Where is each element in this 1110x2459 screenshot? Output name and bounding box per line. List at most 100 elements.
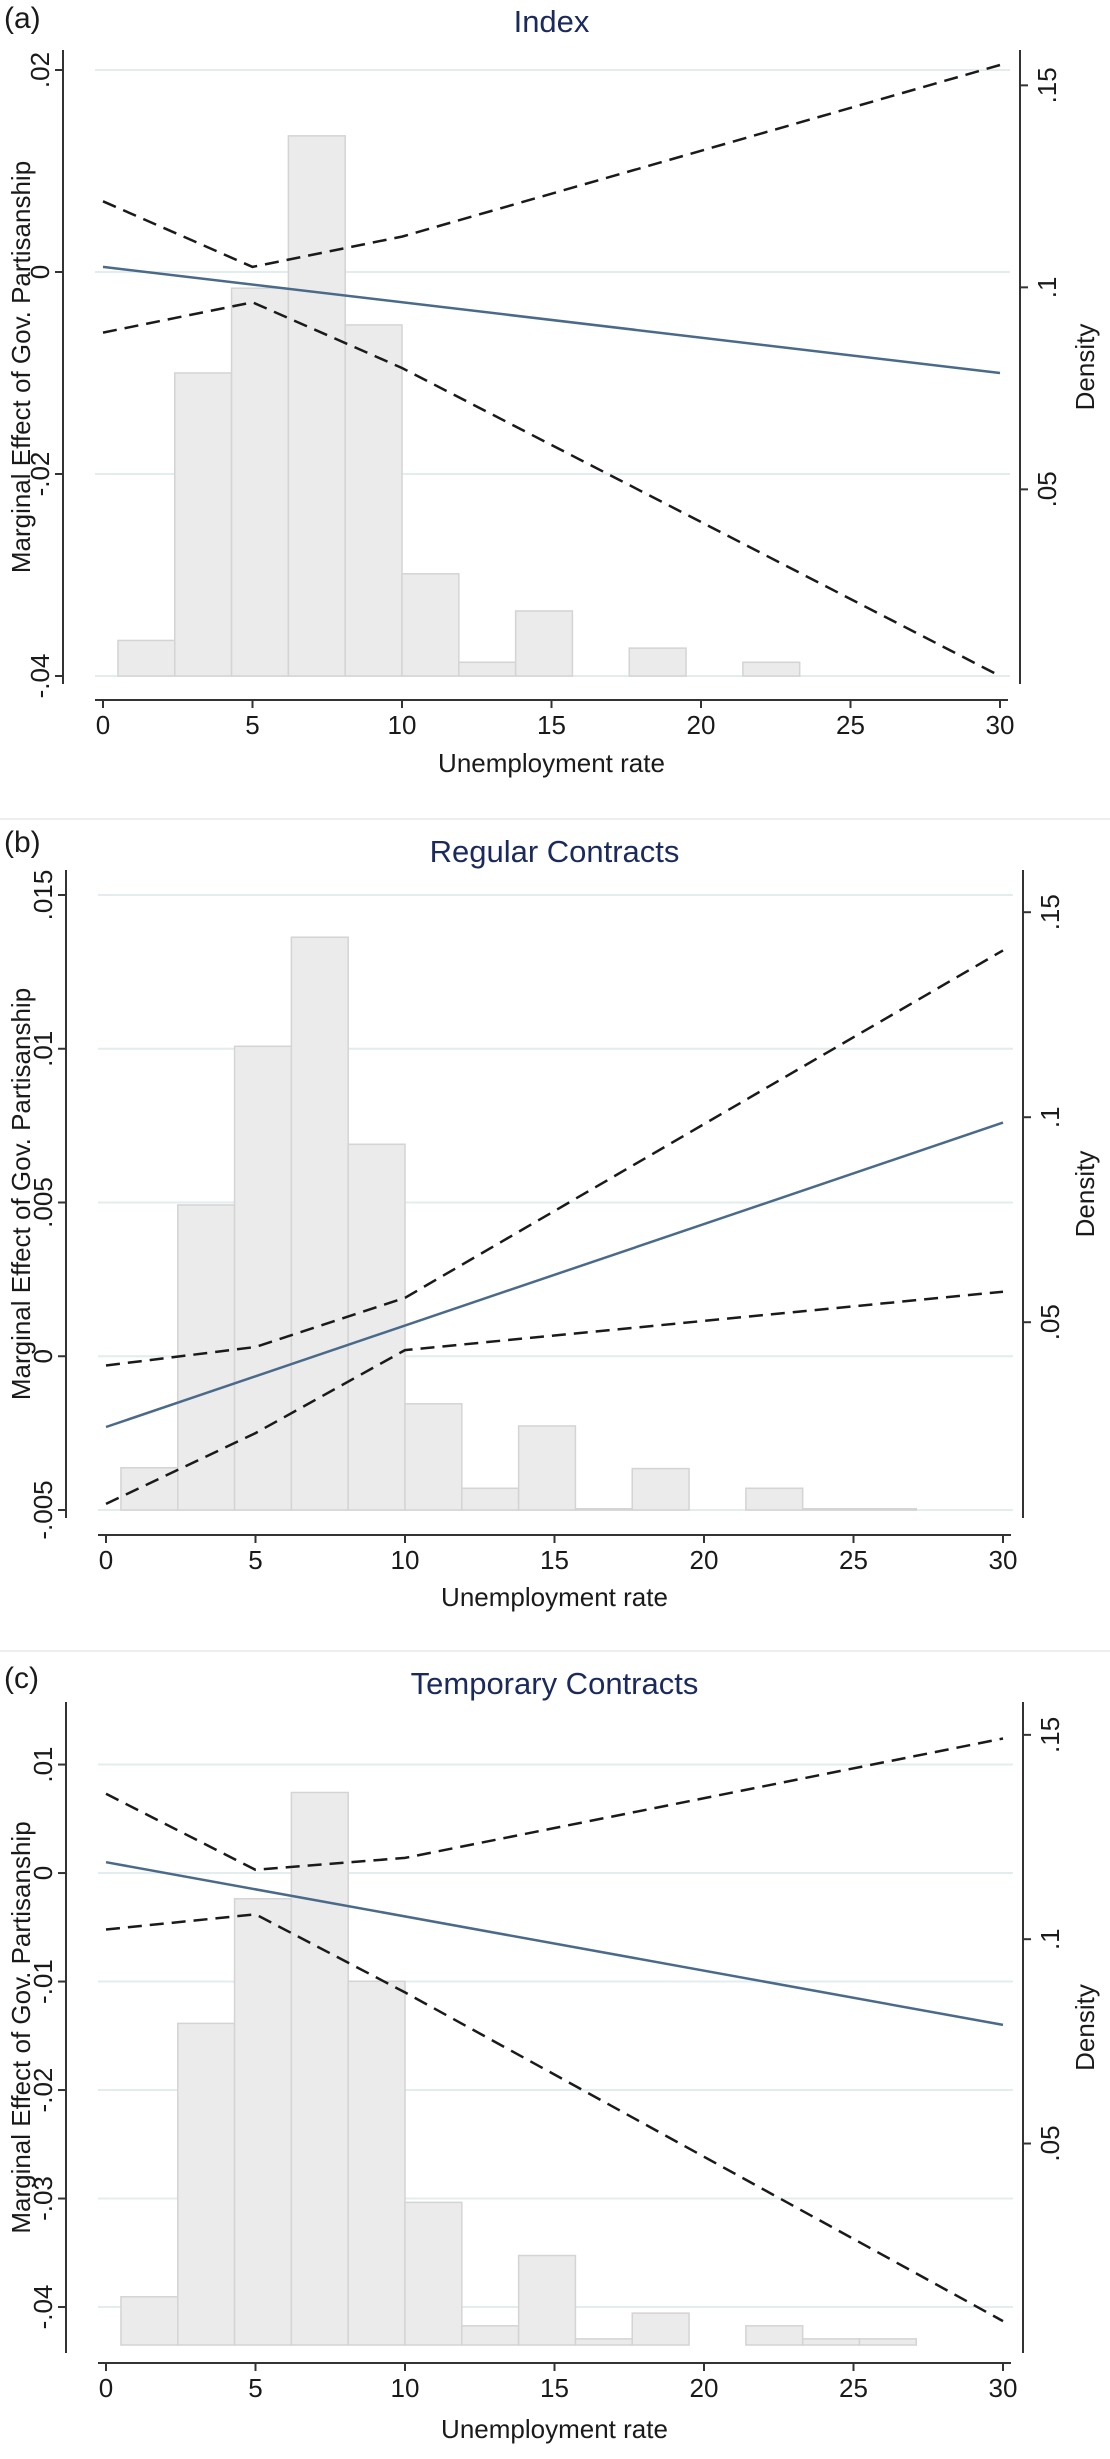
x-tick-label: 30: [986, 710, 1015, 740]
y2-tick-label: .1: [1035, 1928, 1065, 1950]
histogram-bar: [404, 2201, 463, 2346]
histogram-bar: [120, 2296, 179, 2346]
y-tick-label: -.01: [28, 1959, 58, 2004]
histogram-bar: [745, 2325, 804, 2346]
histogram-bar: [801, 2338, 861, 2346]
y2-tick-label: .15: [1035, 1717, 1065, 1753]
y-tick-label: .01: [28, 1031, 58, 1067]
y-tick-label: -.03: [28, 2176, 58, 2221]
y-tick-label: .01: [28, 1746, 58, 1782]
x-tick-label: 25: [839, 2373, 868, 2403]
x-tick-label: 15: [540, 2373, 569, 2403]
marginal-effect-line: [105, 1121, 1004, 1429]
y2-tick-label: .05: [1035, 2125, 1065, 2161]
x-tick-label: 5: [248, 1545, 262, 1575]
chart-title: Index: [514, 4, 590, 39]
histogram-bar: [631, 2312, 690, 2346]
x-tick-label: 5: [245, 710, 259, 740]
histogram-bar: [230, 287, 290, 677]
histogram-bar: [517, 2254, 577, 2346]
chart-b-svg: -.005 0 .005 .01 .015 .05 .1 .15 0 5 10 15 20 25 30 Reg…: [4, 826, 1100, 1612]
y-axis-label: Marginal Effect of Gov. Partisanship: [6, 161, 36, 573]
lower-ci-line: [102, 300, 1001, 678]
x-axis-label: Unemployment rate: [441, 2414, 668, 2444]
marginal-effect-line: [105, 1860, 1004, 2027]
y-tick-label: 0: [28, 1349, 58, 1363]
y2-axis-label: Density: [1070, 1151, 1100, 1238]
y-tick-label: -.005: [28, 1480, 58, 1539]
upper-ci-line: [105, 1737, 1004, 1872]
y-tick-label: 0: [28, 1866, 58, 1880]
histogram-bar: [177, 2022, 236, 2346]
histogram-bar: [177, 1204, 236, 1511]
x-tick-label: 25: [839, 1545, 868, 1575]
y-tick-label: .005: [28, 1177, 58, 1228]
histogram-bar: [290, 936, 349, 1511]
chart-c-svg: -.04 -.03 -.02 -.01 0 .01 .05 .1 .15 0 5 10 15 20 25 30…: [4, 1662, 1100, 2444]
upper-ci-line: [102, 63, 1001, 269]
histogram-bar: [801, 1508, 861, 1511]
y2-axis-label: Density: [1070, 1984, 1100, 2071]
histogram-bar: [628, 647, 687, 677]
histogram-bar: [347, 1980, 406, 2346]
histogram-bar: [174, 372, 233, 677]
x-tick-label: 20: [690, 2373, 719, 2403]
x-axis-label: Unemployment rate: [438, 748, 665, 778]
histogram-bar: [117, 639, 176, 677]
histogram-bar: [401, 573, 460, 677]
y2-tick-label: .05: [1032, 471, 1062, 507]
histogram-bar: [461, 1487, 520, 1511]
panel-label: (c): [4, 1662, 39, 1695]
x-tick-label: 0: [99, 1545, 113, 1575]
y2-tick-label: .15: [1032, 67, 1062, 103]
histogram-bar: [344, 324, 403, 677]
chart-title: Regular Contracts: [430, 834, 680, 869]
histogram-bar: [858, 2338, 918, 2346]
panel-label: (a): [4, 2, 41, 35]
x-tick-label: 0: [99, 2373, 113, 2403]
lower-ci-line: [105, 1913, 1004, 2323]
y2-tick-label: .05: [1035, 1304, 1065, 1340]
x-tick-label: 10: [388, 710, 417, 740]
histogram-bar: [458, 661, 517, 677]
chart-panel-a: -.04 -.02 0 .02 .05 .1 .15 0 5 10 15 20 25 30 Index (a)…: [0, 0, 1110, 818]
histogram-bar: [574, 2338, 633, 2346]
x-tick-label: 30: [989, 1545, 1018, 1575]
y2-tick-label: .15: [1035, 894, 1065, 930]
y-tick-label: -.02: [28, 2068, 58, 2113]
histogram-bar: [574, 1508, 633, 1511]
y2-axis-label: Density: [1070, 324, 1100, 411]
x-tick-label: 15: [537, 710, 566, 740]
histogram-bar: [290, 1791, 349, 2346]
y2-tick-label: .1: [1032, 277, 1062, 299]
marginal-effect-line: [102, 265, 1001, 375]
panel-divider: [0, 1650, 1110, 1652]
histogram-bar: [742, 661, 801, 677]
panel-divider: [0, 818, 1110, 820]
y-axis-label: Marginal Effect of Gov. Partisanship: [6, 988, 36, 1400]
chart-title: Temporary Contracts: [411, 1666, 699, 1701]
y-tick-label: .015: [28, 870, 58, 921]
y-tick-label: -.04: [28, 2285, 58, 2330]
x-tick-label: 25: [836, 710, 865, 740]
x-tick-label: 20: [687, 710, 716, 740]
y2-tick-label: .1: [1035, 1106, 1065, 1128]
lower-ci-line: [105, 1290, 1004, 1506]
histogram-bar: [404, 1403, 463, 1511]
histogram-bar: [347, 1143, 406, 1511]
x-tick-label: 20: [690, 1545, 719, 1575]
x-tick-label: 30: [989, 2373, 1018, 2403]
chart-a-svg: -.04 -.02 0 .02 .05 .1 .15 0 5 10 15 20 25 30 Index (a)…: [4, 2, 1100, 778]
histogram-bar: [745, 1487, 804, 1511]
upper-ci-line: [105, 949, 1004, 1367]
panel-label: (b): [4, 826, 41, 859]
histogram-bar: [461, 2325, 520, 2346]
chart-panel-b: -.005 0 .005 .01 .015 .05 .1 .15 0 5 10 15 20 25 30 Reg…: [0, 820, 1110, 1650]
y-tick-label: 0: [25, 265, 55, 279]
y-axis-label: Marginal Effect of Gov. Partisanship: [6, 1821, 36, 2233]
histogram-bar: [287, 135, 346, 677]
histogram-bar: [233, 1897, 293, 2346]
histogram-bar: [517, 1425, 577, 1511]
histogram-bar: [631, 1467, 690, 1511]
histogram-bar: [514, 610, 574, 677]
